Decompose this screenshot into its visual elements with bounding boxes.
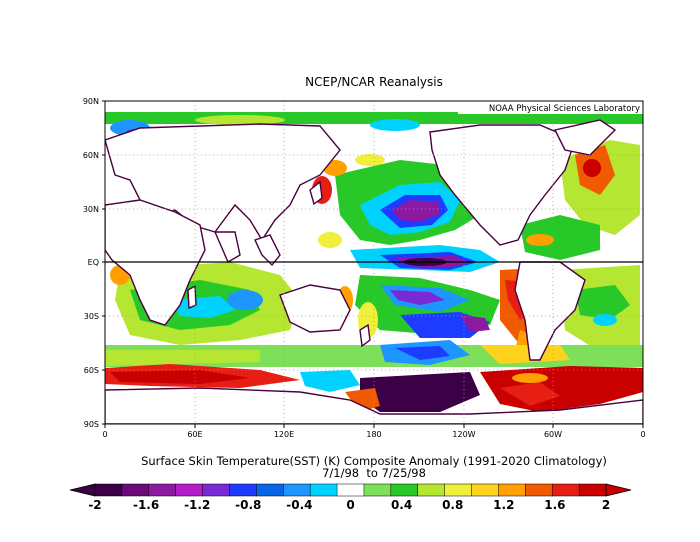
- credit-box: [458, 101, 643, 114]
- lon-axis: 0 60E 120E 180 120W 60W 0: [102, 424, 646, 439]
- lat-axis: 90N 60N 30N EQ 30S 60S 90S: [83, 97, 105, 429]
- colorbar-tick-label: 1.2: [493, 498, 514, 512]
- colorbar-swatch: [175, 483, 204, 497]
- colorbar-arrow-low: [69, 483, 96, 497]
- lon-label: 120E: [274, 430, 294, 439]
- colorbar-swatch: [363, 483, 392, 497]
- colorbar-tick-label: -1.2: [184, 498, 210, 512]
- lat-label: EQ: [88, 258, 99, 267]
- colorbar-swatch: [471, 483, 499, 497]
- colorbar-tick-label: -0.4: [286, 498, 312, 512]
- colorbar-swatch: [94, 483, 123, 497]
- colorbar-tick-label: 0.8: [442, 498, 463, 512]
- colorbar-swatch: [121, 483, 150, 497]
- colorbar-swatch: [148, 483, 177, 497]
- colorbar-tick-label: -0.8: [235, 498, 261, 512]
- map-grid: [105, 101, 643, 424]
- colorbar-swatch: [417, 483, 446, 497]
- colorbar-swatch: [551, 483, 580, 497]
- credit-label: NOAA Physical Sciences Laboratory: [489, 104, 640, 114]
- colorbar-swatch: [336, 483, 365, 497]
- lon-label: 120W: [452, 430, 475, 439]
- lon-label: 60E: [187, 430, 202, 439]
- colorbar-arrow-high: [605, 483, 632, 497]
- colorbar-tick-label: 2: [602, 498, 610, 512]
- colorbar-swatch: [525, 483, 553, 497]
- lon-label: 60W: [544, 430, 562, 439]
- caption-variable: Surface Skin Temperature(SST) (K) Compos…: [141, 454, 607, 468]
- colorbar-tick-label: -1.6: [133, 498, 159, 512]
- colorbar-swatch: [202, 483, 231, 497]
- lat-label: 60S: [84, 366, 99, 375]
- anomaly-field: [105, 101, 643, 424]
- colorbar-tick-label: 1.6: [544, 498, 565, 512]
- colorbar-swatch: [229, 483, 257, 497]
- colorbar-tick-label: 0: [346, 498, 354, 512]
- colorbar-swatch: [578, 483, 607, 497]
- lon-label: 0: [640, 430, 645, 439]
- colorbar-swatch: [498, 483, 526, 497]
- colorbar-swatch: [283, 483, 311, 497]
- colorbar-swatch: [256, 483, 284, 497]
- lat-label: 30S: [84, 312, 99, 321]
- lon-label: 180: [366, 430, 381, 439]
- lat-label: 90S: [84, 420, 99, 429]
- colorbar-tick-label: -2: [88, 498, 101, 512]
- colorbar-swatch: [390, 483, 419, 497]
- colorbar-tick-label: 0.4: [391, 498, 412, 512]
- lat-label: 60N: [83, 151, 99, 160]
- lat-label: 30N: [83, 205, 99, 214]
- lat-label: 90N: [83, 97, 99, 106]
- colorbar: -2 -1.6 -1.2 -0.8 -0.4 0 0.4 0.8 1.2 1.6 2: [69, 483, 632, 512]
- map-title: NCEP/NCAR Reanalysis: [305, 75, 443, 89]
- caption-dates: 7/1/98 to 7/25/98: [322, 466, 426, 480]
- colorbar-swatch: [444, 483, 473, 497]
- lon-label: 0: [102, 430, 107, 439]
- colorbar-swatch: [309, 483, 338, 497]
